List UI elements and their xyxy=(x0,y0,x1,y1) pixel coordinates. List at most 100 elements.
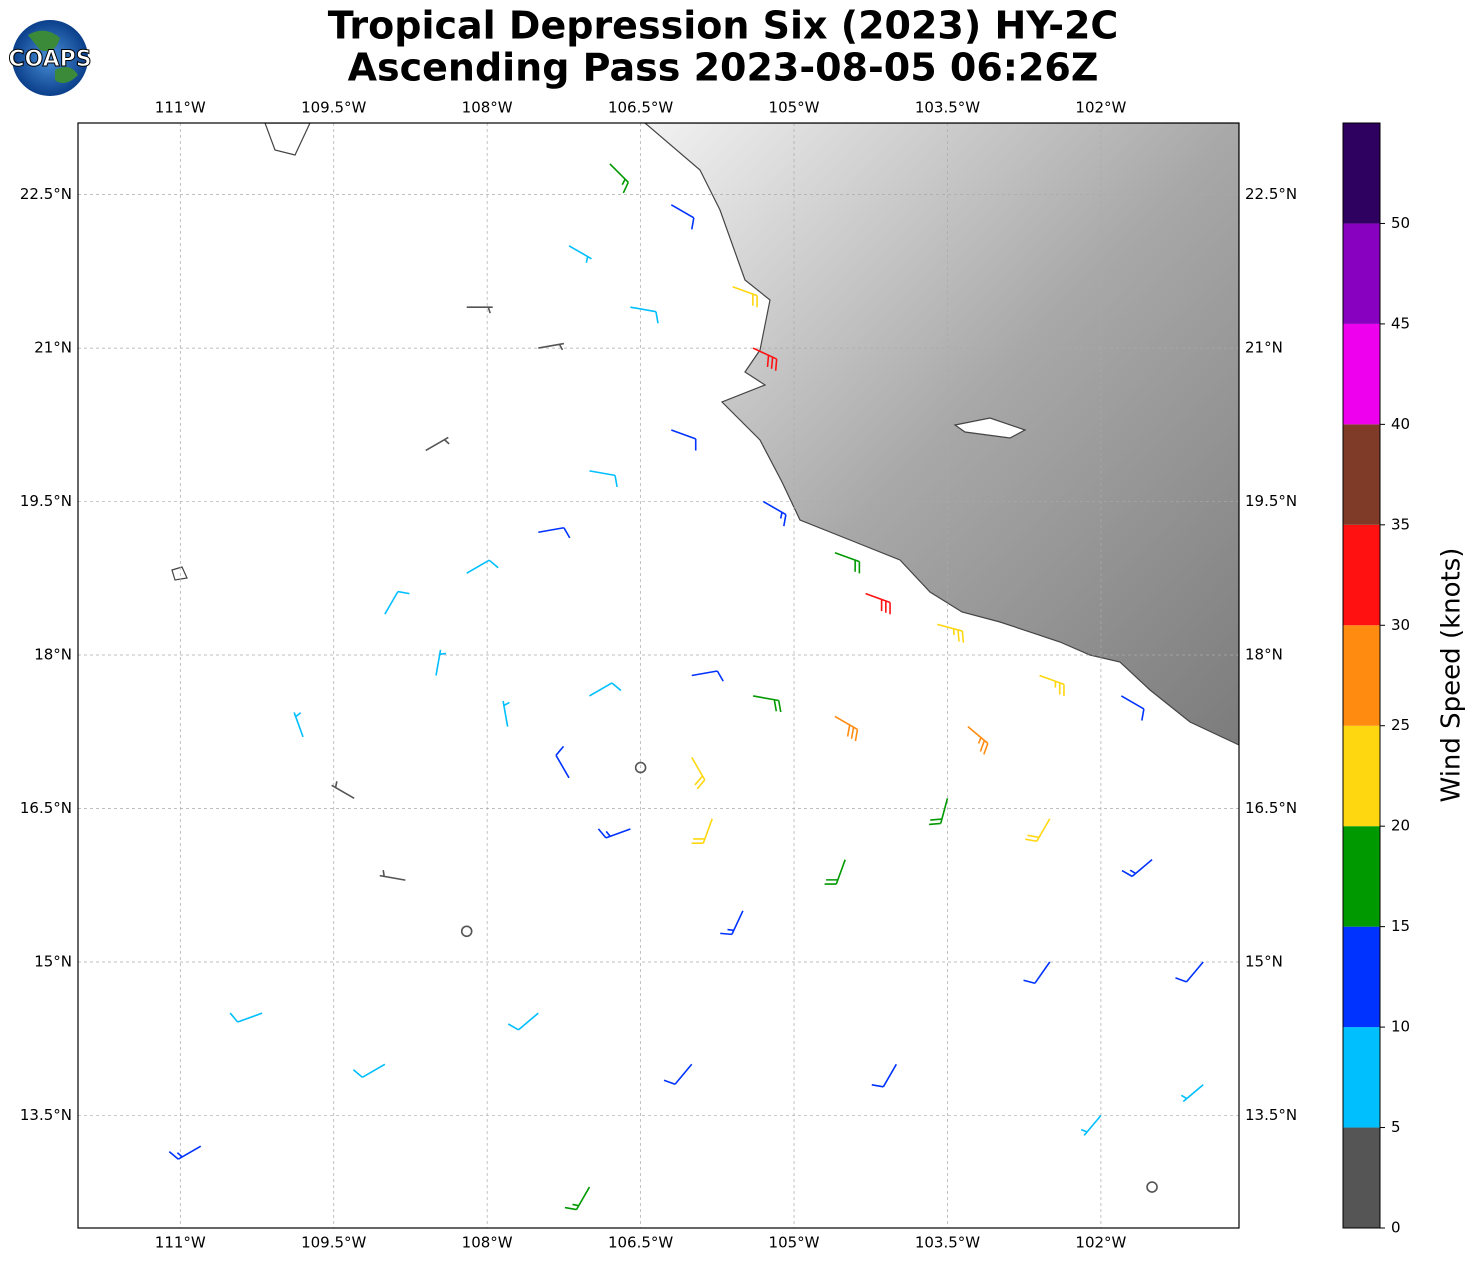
y-tick-label: 13.5°N xyxy=(20,1106,72,1124)
colorbar-segment xyxy=(1343,424,1380,525)
y-tick-label: 21°N xyxy=(34,339,72,357)
logo-land xyxy=(28,30,78,84)
colorbar-tick-label: 35 xyxy=(1391,515,1410,533)
x-tick-label: 106.5°W xyxy=(608,1234,673,1252)
wind-barb xyxy=(1080,1114,1102,1136)
wind-barb xyxy=(384,590,410,615)
wind-barb xyxy=(752,695,782,713)
wind-barb xyxy=(466,559,499,574)
wind-barb xyxy=(871,1063,898,1088)
chart-title: Tropical Depression Six (2023) HY-2C xyxy=(328,4,1119,48)
y-tick-label: 21°N xyxy=(1245,339,1283,357)
wind-barb xyxy=(670,204,695,230)
wind-barb xyxy=(293,712,304,738)
colorbar-segment xyxy=(1343,725,1380,827)
map-frame xyxy=(77,122,1240,1229)
y-tick-label: 16.5°N xyxy=(1245,799,1297,817)
x-tick-label: 111°W xyxy=(155,99,206,117)
colorbar-tick-label: 40 xyxy=(1391,415,1410,433)
colorbar-tick-label: 45 xyxy=(1391,314,1410,332)
wind-barb xyxy=(538,342,565,351)
wind-barb xyxy=(1025,818,1051,843)
y-tick-label: 22.5°N xyxy=(1245,185,1297,203)
colorbar-frame xyxy=(1342,122,1381,1229)
grid xyxy=(78,123,1239,1228)
x-tick-label: 108°W xyxy=(462,1234,513,1252)
x-tick-label: 106.5°W xyxy=(608,99,673,117)
colorbar-segment xyxy=(1343,323,1380,425)
wind-barb xyxy=(671,429,697,451)
wind-barb xyxy=(466,306,493,314)
wind-barb xyxy=(609,163,630,194)
wind-barb xyxy=(865,592,891,615)
wind-barb xyxy=(732,285,758,308)
colorbar-tick-label: 25 xyxy=(1391,716,1410,734)
wind-barb xyxy=(1023,961,1051,985)
colorbar-segment xyxy=(1343,123,1380,224)
land xyxy=(644,123,1239,746)
wind-barb xyxy=(937,623,965,643)
wind-barb xyxy=(597,828,631,839)
wind-barb xyxy=(691,670,724,682)
map-area xyxy=(78,123,1239,1228)
wind-barb xyxy=(630,306,659,324)
colorbar-tick-label: 5 xyxy=(1391,1118,1401,1136)
wind-barb xyxy=(502,700,510,727)
y-tick-label: 19.5°N xyxy=(1245,492,1297,510)
wind-barb xyxy=(1180,1084,1204,1103)
colorbar-tick-label: 20 xyxy=(1391,817,1410,835)
wind-barb xyxy=(1121,859,1153,878)
colorbar-tick-label: 30 xyxy=(1391,616,1410,634)
colorbar-label: Wind Speed (knots) xyxy=(1437,548,1467,803)
wind-barb xyxy=(568,245,592,263)
x-tick-label: 109.5°W xyxy=(301,1234,366,1252)
wind-barb xyxy=(1120,695,1145,721)
wind-barb xyxy=(1175,961,1204,983)
y-tick-label: 18°N xyxy=(1245,646,1283,664)
x-tick-label: 109.5°W xyxy=(301,99,366,117)
y-tick-label: 22.5°N xyxy=(20,185,72,203)
colorbar-segment xyxy=(1343,1127,1380,1228)
island xyxy=(171,566,188,581)
x-tick-label: 103.5°W xyxy=(915,1234,980,1252)
x-tick-label: 102°W xyxy=(1075,1234,1126,1252)
wind-barb xyxy=(425,436,450,452)
wind-barb xyxy=(538,526,571,539)
colorbar-tick-label: 50 xyxy=(1391,214,1410,232)
y-tick-label: 15°N xyxy=(1245,952,1283,970)
wind-barb xyxy=(331,781,355,799)
x-tick-label: 102°W xyxy=(1075,99,1126,117)
x-tick-label: 105°W xyxy=(769,99,820,117)
y-tick-label: 16.5°N xyxy=(20,799,72,817)
wind-barb xyxy=(762,500,787,527)
x-tick-label: 111°W xyxy=(155,1234,206,1252)
y-tick-label: 19.5°N xyxy=(20,492,72,510)
island xyxy=(264,123,311,156)
y-tick-label: 18°N xyxy=(34,646,72,664)
colorbar-segment xyxy=(1343,826,1380,927)
wind-barb xyxy=(379,870,406,881)
chart-subtitle: Ascending Pass 2023-08-05 06:26Z xyxy=(348,46,1099,90)
colorbar-segment xyxy=(1343,223,1380,324)
colorbar-segment xyxy=(1343,1027,1380,1128)
y-tick-label: 15°N xyxy=(34,952,72,970)
wind-barb xyxy=(752,347,778,371)
wind-barbs xyxy=(168,163,1204,1211)
wind-barb xyxy=(720,910,744,936)
wind-barb xyxy=(691,818,713,844)
logo: COAPS xyxy=(8,20,92,96)
wind-barb xyxy=(168,1145,202,1160)
wind-barb xyxy=(691,756,706,790)
colorbar: 0 5 10 15 20 25 30 35 40 45 50 xyxy=(1342,122,1410,1237)
colorbar-segment xyxy=(1343,625,1380,726)
wind-barb xyxy=(824,859,846,885)
x-tick-label: 108°W xyxy=(462,99,513,117)
x-tick-label: 103.5°W xyxy=(915,99,980,117)
wind-barb xyxy=(564,1186,591,1211)
wind-barb xyxy=(589,682,622,697)
y-tick-label: 13.5°N xyxy=(1245,1106,1297,1124)
colorbar-tick-label: 0 xyxy=(1391,1219,1401,1237)
wind-barb xyxy=(663,1063,693,1085)
wind-barb xyxy=(435,649,447,676)
